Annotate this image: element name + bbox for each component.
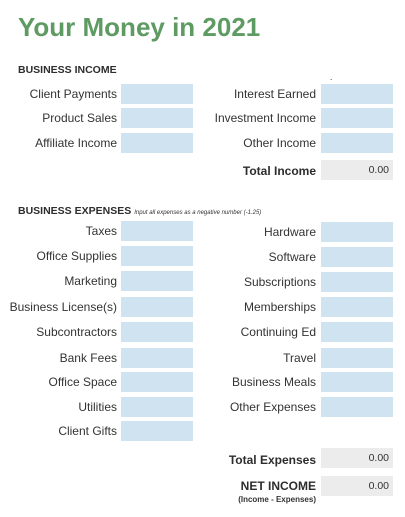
utilities-label: Utilities <box>78 400 117 414</box>
expenses-heading: BUSINESS EXPENSES Input all expenses as a… <box>18 205 261 217</box>
other-income-input[interactable] <box>321 133 393 153</box>
memberships-input[interactable] <box>321 297 393 317</box>
business-licenses-label: Business License(s) <box>9 300 117 314</box>
product-sales-label: Product Sales <box>42 111 117 125</box>
subcontractors-input[interactable] <box>121 322 193 342</box>
taxes-input[interactable] <box>121 221 193 241</box>
product-sales-input[interactable] <box>121 108 193 128</box>
income-heading: BUSINESS INCOME <box>18 64 117 76</box>
bank-fees-input[interactable] <box>121 348 193 368</box>
business-licenses-input[interactable] <box>121 297 193 317</box>
page-title: Your Money in 2021 <box>18 12 261 42</box>
hardware-label: Hardware <box>263 225 316 239</box>
office-supplies-input[interactable] <box>121 246 193 266</box>
marketing-label: Marketing <box>64 274 117 288</box>
software-input[interactable] <box>321 247 393 267</box>
investment-income-input[interactable] <box>321 108 393 128</box>
interest-earned-input[interactable] <box>321 84 393 104</box>
total-income-label: Total Income <box>242 164 316 178</box>
office-space-label: Office Space <box>48 375 117 389</box>
net-income-value: 0.00 <box>321 476 393 496</box>
continuing-ed-input[interactable] <box>321 322 393 342</box>
total-expenses-value: 0.00 <box>321 448 393 468</box>
other-expenses-label: Other Expenses <box>229 400 316 414</box>
business-meals-label: Business Meals <box>231 375 316 389</box>
subscriptions-label: Subscriptions <box>243 275 316 289</box>
travel-label: Travel <box>283 351 316 365</box>
subscriptions-input[interactable] <box>321 272 393 292</box>
interest-earned-label: Interest Earned <box>233 87 316 101</box>
affiliate-income-input[interactable] <box>121 133 193 153</box>
marketing-input[interactable] <box>121 271 193 291</box>
other-expenses-input[interactable] <box>321 397 393 417</box>
client-payments-label: Client Payments <box>29 87 117 101</box>
net-income-label: NET INCOME <box>240 479 316 493</box>
client-gifts-label: Client Gifts <box>58 424 117 438</box>
client-gifts-input[interactable] <box>121 421 193 441</box>
software-label: Software <box>268 250 316 264</box>
business-meals-input[interactable] <box>321 372 393 392</box>
office-supplies-label: Office Supplies <box>36 249 118 263</box>
expenses-heading-text: BUSINESS EXPENSES <box>18 205 132 217</box>
travel-input[interactable] <box>321 348 393 368</box>
bank-fees-label: Bank Fees <box>59 351 117 365</box>
investment-income-label: Investment Income <box>214 111 316 125</box>
other-income-label: Other Income <box>243 136 316 150</box>
office-space-input[interactable] <box>121 372 193 392</box>
affiliate-income-label: Affiliate Income <box>35 136 117 150</box>
net-income-sublabel: (Income - Expenses) <box>238 495 316 504</box>
total-expenses-label: Total Expenses <box>228 453 316 467</box>
memberships-label: Memberships <box>243 300 316 314</box>
expenses-note: Input all expenses as a negative number … <box>134 210 262 216</box>
stray-mark: . <box>330 73 333 82</box>
continuing-ed-label: Continuing Ed <box>240 325 316 339</box>
total-income-value: 0.00 <box>321 160 393 180</box>
utilities-input[interactable] <box>121 397 193 417</box>
hardware-input[interactable] <box>321 222 393 242</box>
taxes-label: Taxes <box>85 224 117 238</box>
subcontractors-label: Subcontractors <box>36 325 117 339</box>
client-payments-input[interactable] <box>121 84 193 104</box>
